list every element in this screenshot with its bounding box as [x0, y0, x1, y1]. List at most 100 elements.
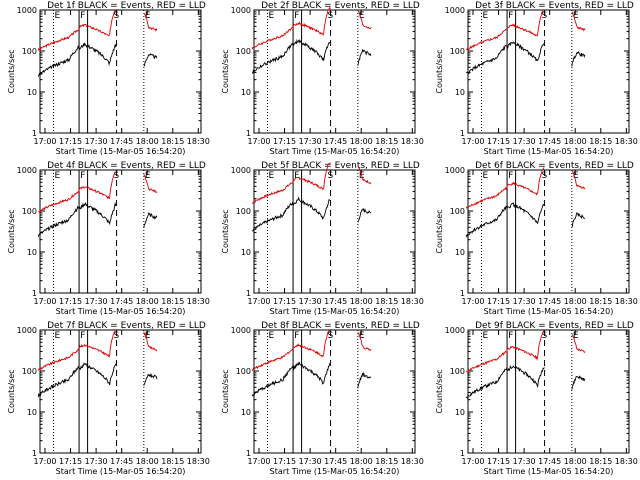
x-tick-label: 18:30 — [615, 137, 638, 146]
x-tick-label: 18:00 — [136, 457, 159, 466]
event-marker-label: E — [55, 171, 61, 181]
event-marker-label: S — [542, 171, 548, 181]
y-axis-label: Counts/sec — [221, 369, 230, 413]
y-tick-label: 10 — [455, 88, 465, 97]
events-series-black — [251, 38, 331, 75]
y-tick-label: 100 — [236, 47, 251, 56]
event-marker-label: E — [573, 171, 579, 181]
y-axis-label: Counts/sec — [7, 369, 16, 413]
event-marker-label: F — [294, 11, 299, 21]
y-tick-label: 10 — [241, 248, 251, 257]
y-axis-label: Counts/sec — [7, 209, 16, 253]
x-axis-label: Start Time (15-Mar-05 16:54:20) — [56, 467, 186, 476]
lld-series-red-post — [571, 169, 586, 190]
x-tick-label: 18:30 — [187, 137, 210, 146]
events-series-black — [37, 42, 117, 78]
y-tick-label: 1000 — [445, 6, 465, 15]
panel-5: Det 5f BLACK = Events, RED = LLD 1 10 100 10… — [221, 161, 424, 316]
lld-series-red-post — [571, 11, 586, 32]
x-tick-label: 18:30 — [401, 137, 424, 146]
event-marker-label: E — [573, 331, 579, 341]
lld-series-red — [465, 167, 545, 209]
events-series-black-post — [357, 48, 372, 66]
x-tick-label: 18:00 — [564, 297, 587, 306]
y-tick-label: 1000 — [445, 166, 465, 175]
y-tick-label: 1 — [246, 289, 251, 298]
y-tick-label: 1000 — [231, 6, 251, 15]
x-tick-label: 18:15 — [375, 457, 398, 466]
y-tick-label: 10 — [27, 248, 37, 257]
plot-frame — [39, 9, 202, 134]
x-tick-label: 17:45 — [110, 137, 133, 146]
panel-1: Det 1f BLACK = Events, RED = LLD 1 10 100 10… — [7, 1, 210, 156]
y-tick-label: 100 — [236, 207, 251, 216]
panel-title: Det 3f BLACK = Events, RED = LLD — [475, 1, 634, 11]
y-tick-label: 1000 — [17, 6, 37, 15]
panel-title: Det 2f BLACK = Events, RED = LLD — [261, 1, 420, 11]
y-tick-label: 100 — [22, 367, 37, 376]
y-tick-label: 1 — [460, 449, 465, 458]
event-marker-label: E — [359, 11, 365, 21]
x-tick-label: 17:30 — [85, 137, 108, 146]
panel-title: Det 6f BLACK = Events, RED = LLD — [475, 161, 634, 171]
event-marker-label: F — [508, 11, 513, 21]
x-tick-label: 17:15 — [487, 457, 510, 466]
panel-9: Det 9f BLACK = Events, RED = LLD 1 10 100 10… — [435, 321, 638, 476]
x-axis-label: Start Time (15-Mar-05 16:54:20) — [484, 147, 614, 156]
x-tick-label: 17:15 — [59, 137, 82, 146]
y-axis-label: Counts/sec — [221, 209, 230, 253]
x-tick-label: 18:15 — [375, 137, 398, 146]
lld-series-red-post — [143, 331, 158, 352]
x-tick-label: 18:00 — [136, 297, 159, 306]
y-tick-label: 10 — [27, 88, 37, 97]
y-tick-label: 1 — [32, 129, 37, 138]
y-tick-label: 100 — [22, 207, 37, 216]
x-tick-label: 17:00 — [461, 137, 484, 146]
events-series-black — [37, 201, 117, 238]
events-series-black-post — [143, 52, 158, 67]
x-tick-label: 17:30 — [85, 297, 108, 306]
x-axis-label: Start Time (15-Mar-05 16:54:20) — [270, 147, 400, 156]
x-tick-label: 17:15 — [59, 457, 82, 466]
y-tick-label: 1000 — [231, 166, 251, 175]
y-tick-label: 1000 — [231, 326, 251, 335]
plot-frame — [467, 9, 630, 134]
events-series-black — [465, 41, 545, 75]
events-series-black — [251, 361, 331, 397]
x-tick-label: 18:00 — [564, 457, 587, 466]
x-tick-label: 17:15 — [59, 297, 82, 306]
panel-title: Det 4f BLACK = Events, RED = LLD — [47, 161, 206, 171]
events-series-black — [465, 202, 545, 238]
events-series-black — [37, 362, 117, 398]
y-axis-label: Counts/sec — [435, 49, 444, 93]
plot-frame — [467, 169, 630, 294]
y-tick-label: 100 — [450, 207, 465, 216]
events-series-black-post — [571, 212, 586, 227]
panel-7: Det 7f BLACK = Events, RED = LLD 1 10 100 10… — [7, 321, 210, 476]
lld-series-red — [251, 330, 331, 372]
event-marker-label: E — [483, 171, 489, 181]
x-axis-label: Start Time (15-Mar-05 16:54:20) — [270, 467, 400, 476]
x-tick-label: 17:00 — [247, 457, 270, 466]
event-marker-label: E — [269, 331, 275, 341]
event-marker-label: F — [80, 331, 85, 341]
x-tick-label: 18:30 — [187, 297, 210, 306]
event-marker-label: S — [328, 171, 334, 181]
lld-series-red-post — [143, 12, 158, 32]
panel-2: Det 2f BLACK = Events, RED = LLD 1 10 100 10… — [221, 1, 424, 156]
y-axis-label: Counts/sec — [435, 209, 444, 253]
event-marker-label: F — [80, 11, 85, 21]
x-tick-label: 17:45 — [324, 457, 347, 466]
x-tick-label: 17:30 — [299, 137, 322, 146]
event-marker-label: E — [483, 11, 489, 21]
x-tick-label: 17:15 — [273, 137, 296, 146]
x-tick-label: 17:00 — [247, 137, 270, 146]
x-axis-label: Start Time (15-Mar-05 16:54:20) — [56, 307, 186, 316]
event-marker-label: S — [114, 171, 120, 181]
event-marker-label: E — [269, 11, 275, 21]
x-tick-label: 17:00 — [247, 297, 270, 306]
lld-series-red — [251, 6, 331, 50]
event-marker-label: F — [294, 171, 299, 181]
x-tick-label: 17:30 — [513, 457, 536, 466]
y-tick-label: 10 — [455, 248, 465, 257]
